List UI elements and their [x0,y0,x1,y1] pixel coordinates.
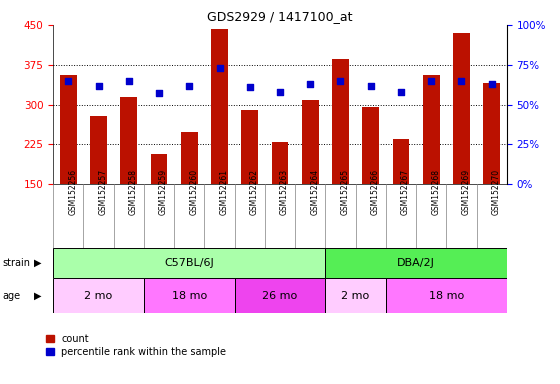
Text: C57BL/6J: C57BL/6J [165,258,214,268]
Text: GSM152262: GSM152262 [250,169,259,215]
Bar [272,142,288,184]
Point [366,83,375,89]
Text: GSM152256: GSM152256 [68,169,77,215]
Bar [325,248,507,278]
Text: 2 mo: 2 mo [85,291,113,301]
Bar [386,278,507,313]
Text: ▶: ▶ [34,291,42,301]
Text: strain: strain [3,258,31,268]
Bar [362,107,379,184]
Text: GSM152264: GSM152264 [310,169,319,215]
Bar [120,97,137,184]
Text: 26 mo: 26 mo [263,291,297,301]
Point [427,78,436,84]
Bar [53,248,325,278]
Text: GSM152268: GSM152268 [431,169,440,215]
Point [457,78,466,84]
Bar [325,278,386,313]
Bar [332,60,349,184]
Text: GSM152269: GSM152269 [461,169,470,215]
Text: GSM152266: GSM152266 [371,169,380,215]
Point [306,81,315,87]
Text: age: age [3,291,21,301]
Bar [90,116,107,184]
Bar [453,33,470,184]
Point [276,89,284,95]
Text: GSM152258: GSM152258 [129,169,138,215]
Bar [144,278,235,313]
Text: GSM152261: GSM152261 [220,169,228,215]
Text: GSM152259: GSM152259 [159,169,168,215]
Bar [302,100,319,184]
Bar [53,278,144,313]
Bar [241,110,258,184]
Text: GSM152263: GSM152263 [280,169,289,215]
Text: GSM152270: GSM152270 [492,169,501,215]
Point [124,78,133,84]
Text: ▶: ▶ [34,258,42,268]
Bar [423,75,440,184]
Text: GSM152260: GSM152260 [189,169,198,215]
Point [94,83,103,89]
Bar [211,29,228,184]
Bar [235,278,325,313]
Point [185,83,194,89]
Bar [60,75,77,184]
Point [487,81,496,87]
Point [336,78,345,84]
Bar [483,83,500,184]
Point [215,65,224,71]
Text: 2 mo: 2 mo [342,291,370,301]
Bar [151,154,167,184]
Point [64,78,73,84]
Text: 18 mo: 18 mo [172,291,207,301]
Legend: count, percentile rank within the sample: count, percentile rank within the sample [42,330,230,361]
Point [155,90,164,96]
Text: DBA/2J: DBA/2J [397,258,435,268]
Text: GDS2929 / 1417100_at: GDS2929 / 1417100_at [207,10,353,23]
Bar [393,139,409,184]
Text: GSM152257: GSM152257 [99,169,108,215]
Text: GSM152267: GSM152267 [401,169,410,215]
Bar [181,132,198,184]
Point [245,84,254,90]
Text: GSM152265: GSM152265 [340,169,349,215]
Text: 18 mo: 18 mo [429,291,464,301]
Point [396,89,405,95]
